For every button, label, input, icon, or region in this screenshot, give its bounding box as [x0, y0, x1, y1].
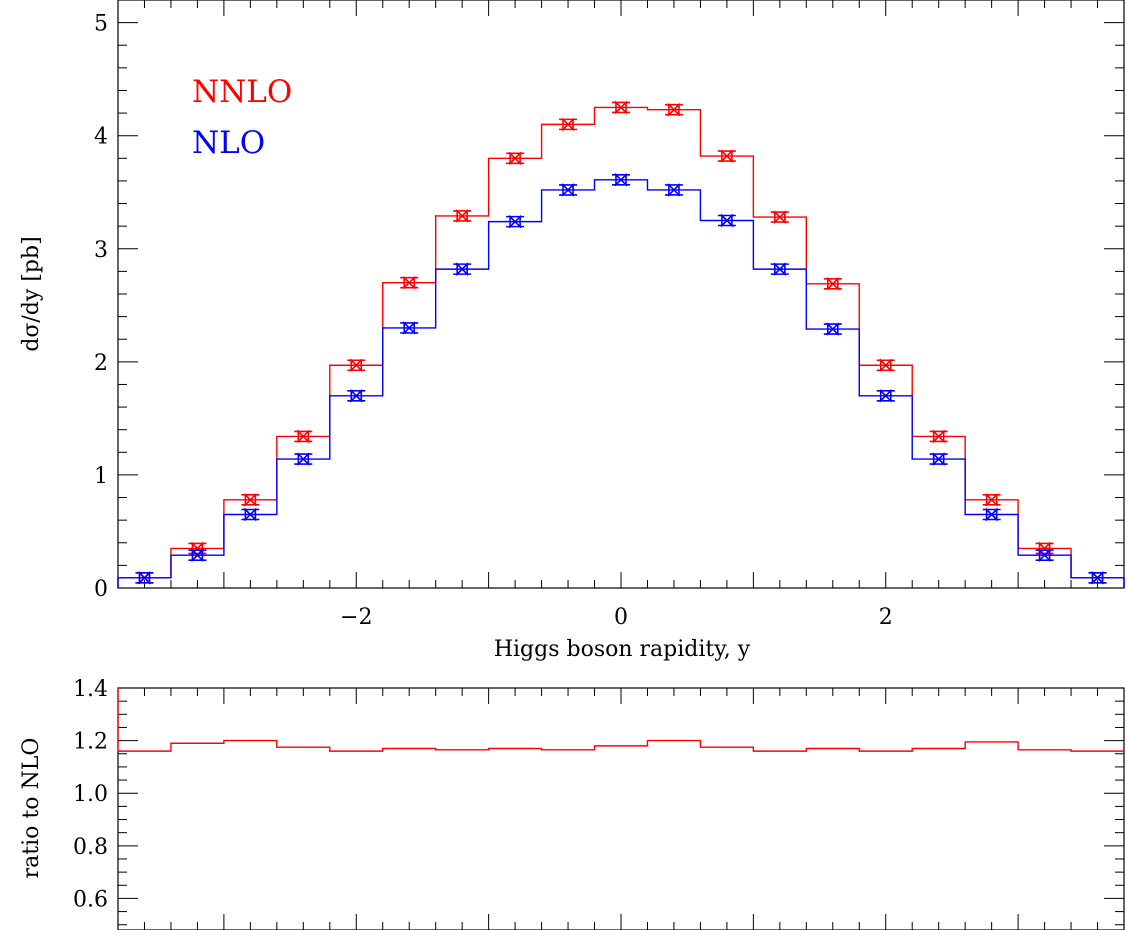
data-point-nnlo — [770, 210, 789, 224]
y-tick-label: 2 — [94, 351, 108, 376]
data-point-nlo — [929, 452, 948, 466]
ratio-y-tick-label: 1.4 — [73, 677, 108, 702]
data-point-nnlo — [347, 358, 366, 372]
data-point-nnlo — [506, 151, 525, 165]
ratio-series-group — [117, 688, 1124, 752]
data-point-nlo — [294, 452, 313, 466]
x-tick-label: 2 — [879, 605, 893, 630]
main-series-group — [117, 100, 1125, 588]
data-point-nnlo — [400, 276, 419, 290]
ratio-y-axis-label: ratio to NLO — [19, 738, 44, 879]
data-point-nnlo — [929, 429, 948, 444]
data-point-nlo — [135, 571, 154, 585]
series-nnlo — [117, 100, 1125, 588]
data-point-nlo — [664, 183, 683, 197]
data-point-nnlo — [559, 117, 578, 131]
ratio-axis-ticks: 0.6 0.8 1.0 1.2 1.4 — [73, 677, 1125, 930]
ratio-y-tick-label: 0.6 — [73, 887, 108, 912]
data-point-nlo — [612, 173, 630, 187]
y-tick-label: 5 — [94, 12, 108, 37]
y-axis-label: dσ/dy [pb] — [19, 236, 44, 351]
main-axis-ticks: −2 0 2 0 1 2 3 4 5 — [94, 0, 1125, 630]
data-point-nlo — [241, 507, 260, 522]
data-point-nnlo — [876, 358, 895, 372]
ratio-histogram — [117, 688, 1124, 752]
series-nlo — [117, 173, 1125, 588]
ratio-y-tick-label: 0.8 — [73, 835, 108, 860]
data-point-nlo — [400, 321, 419, 335]
data-point-nnlo — [823, 277, 842, 291]
y-tick-label: 1 — [94, 464, 108, 489]
data-point-nlo — [876, 389, 895, 403]
data-point-nlo — [717, 213, 736, 228]
y-tick-label: 3 — [94, 238, 108, 263]
ratio-y-tick-label: 1.0 — [73, 782, 108, 807]
data-point-nnlo — [612, 100, 630, 114]
x-tick-label: −2 — [340, 605, 372, 630]
histogram-nlo — [117, 179, 1125, 588]
data-point-nlo — [770, 262, 789, 276]
data-point-nnlo — [241, 493, 260, 507]
data-point-nnlo — [664, 103, 683, 117]
data-point-nlo — [982, 507, 1001, 522]
data-point-nnlo — [982, 493, 1001, 507]
y-tick-label: 4 — [94, 125, 108, 150]
ratio-plot-frame — [117, 687, 1125, 930]
data-point-nlo — [823, 322, 842, 336]
x-axis-label: Higgs boson rapidity, y — [494, 637, 751, 662]
data-point-nlo — [1035, 548, 1054, 562]
x-tick-label: 0 — [614, 605, 628, 630]
data-point-nlo — [559, 183, 578, 197]
legend-nlo: NLO — [192, 125, 265, 161]
data-point-nnlo — [294, 429, 313, 444]
data-point-nlo — [1088, 571, 1107, 585]
y-tick-label: 0 — [94, 577, 108, 602]
data-point-nlo — [347, 389, 366, 403]
ratio-y-tick-label: 1.2 — [73, 730, 108, 755]
data-point-nlo — [506, 215, 525, 229]
legend-nnlo: NNLO — [192, 74, 292, 110]
data-point-nlo — [188, 548, 207, 562]
data-point-nnlo — [717, 149, 736, 163]
data-point-nnlo — [453, 209, 472, 223]
data-point-nlo — [453, 262, 472, 276]
